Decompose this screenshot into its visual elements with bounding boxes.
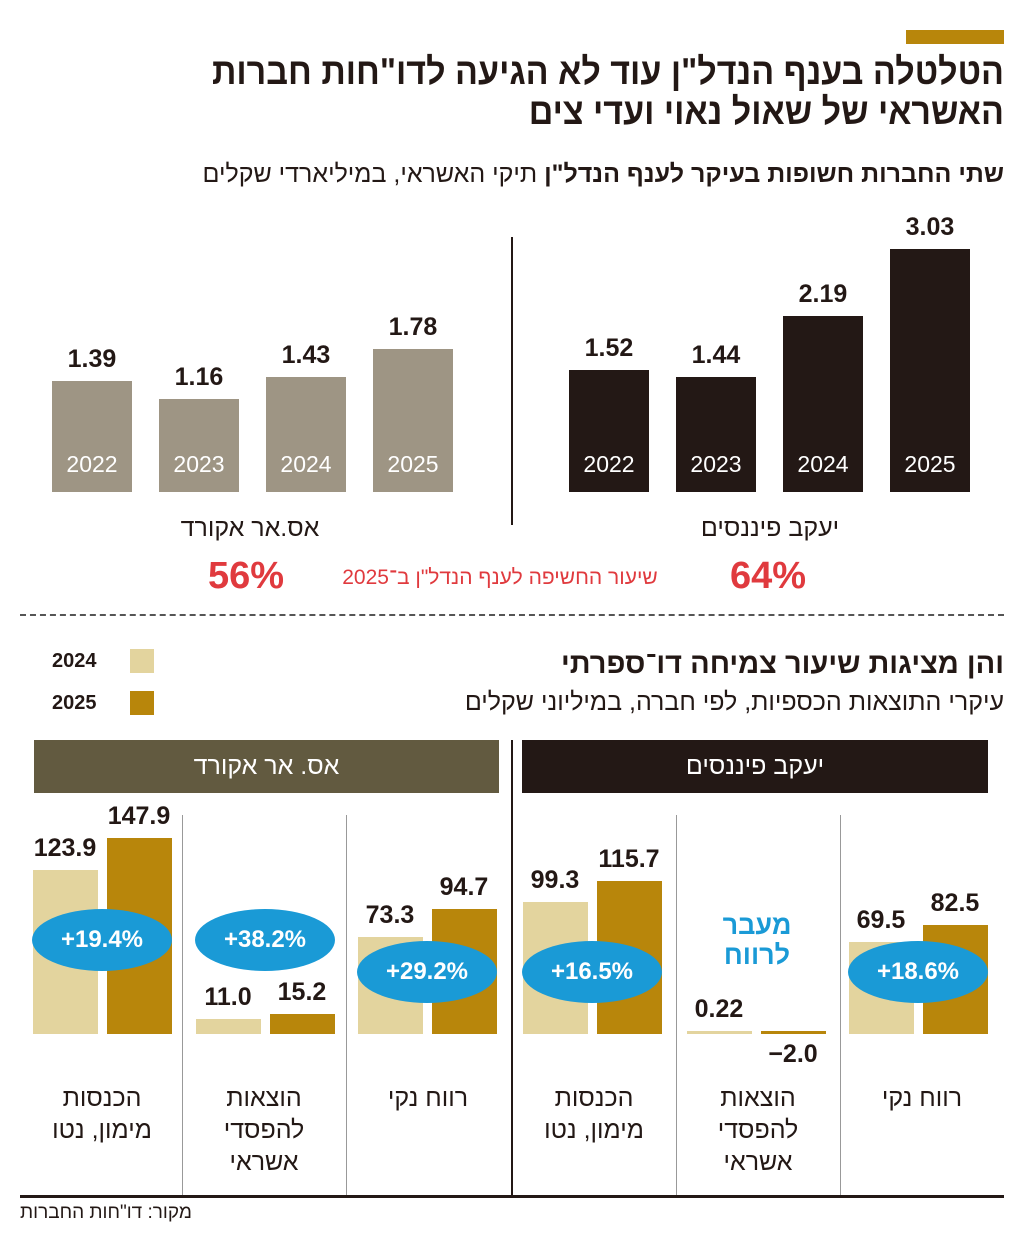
data-label: 1.16 bbox=[174, 362, 224, 391]
data-label: 1.39 bbox=[67, 344, 117, 373]
data-label: 73.3 bbox=[365, 900, 415, 929]
company-label-yaakov: יעקב פיננסים bbox=[700, 514, 840, 542]
tick-label: 2025 bbox=[387, 451, 439, 477]
column-divider bbox=[346, 815, 347, 1196]
header-yaakov: יעקב פיננסים bbox=[522, 740, 988, 793]
tick-label: 2022 bbox=[583, 451, 635, 477]
bar bbox=[373, 349, 453, 492]
data-label: 1.43 bbox=[281, 341, 331, 370]
metric-label: הוצאות להפסדי אשראי bbox=[223, 1084, 305, 1176]
bar bbox=[569, 370, 649, 492]
data-label: 11.0 bbox=[204, 983, 252, 1012]
data-label: 15.2 bbox=[277, 977, 327, 1006]
tick-label: 2023 bbox=[690, 451, 742, 477]
bar bbox=[676, 376, 756, 492]
title-line-2: האשראי של שאול נאוי ועדי צים bbox=[528, 91, 1004, 132]
tick-label: 2025 bbox=[904, 451, 956, 477]
data-label: 115.7 bbox=[598, 844, 660, 873]
change-badge: +29.2% bbox=[357, 941, 497, 1003]
source-note: מקור: דו"חות החברות bbox=[20, 1202, 192, 1223]
data-label: 1.52 bbox=[584, 334, 634, 363]
metric-label: רווח נקי bbox=[881, 1084, 963, 1112]
data-label: 147.9 bbox=[107, 802, 171, 831]
metric-label: רווח נקי bbox=[387, 1084, 469, 1112]
data-label: −2.0 bbox=[768, 1040, 818, 1068]
column-divider bbox=[182, 815, 183, 1196]
bar bbox=[761, 1031, 826, 1034]
data-label: 2.19 bbox=[798, 280, 848, 309]
legend-swatch-2024 bbox=[130, 649, 154, 673]
exposure-label: שיעור החשיפה לענף הנדל"ן ב־2025 bbox=[342, 566, 658, 589]
bar bbox=[159, 398, 239, 492]
data-label: 82.5 bbox=[930, 888, 980, 917]
bar bbox=[783, 316, 863, 492]
column-divider bbox=[840, 815, 841, 1196]
bar bbox=[890, 248, 970, 492]
legend-label-2024: 2024 bbox=[52, 650, 97, 672]
data-label: 99.3 bbox=[530, 866, 580, 895]
data-label: 3.03 bbox=[905, 212, 955, 241]
bar bbox=[52, 380, 132, 492]
bar bbox=[196, 1019, 261, 1034]
tick-label: 2024 bbox=[797, 451, 849, 477]
data-label: 69.5 bbox=[856, 905, 906, 934]
bar bbox=[687, 1031, 752, 1034]
legend-swatch-2025 bbox=[130, 691, 154, 715]
tick-label: 2023 bbox=[173, 451, 225, 477]
top-subtitle-rest: תיקי האשראי, במיליארדי שקלים bbox=[202, 160, 545, 188]
tick-label: 2022 bbox=[66, 451, 118, 477]
data-label: 123.9 bbox=[33, 833, 97, 862]
data-label: 94.7 bbox=[439, 872, 489, 901]
header-sr: אס. אר אקורד bbox=[34, 740, 499, 793]
top-subtitle-bold: שתי החברות חשופות בעיקר לענף הנדל"ן bbox=[544, 160, 1004, 188]
column-divider bbox=[676, 815, 677, 1196]
change-badge: +16.5% bbox=[522, 941, 662, 1003]
top-divider bbox=[511, 237, 513, 525]
change-badge: +38.2% bbox=[195, 909, 335, 971]
title-line-1: הטלטלה בענף הנדל"ן עוד לא הגיעה לדו"חות … bbox=[211, 51, 1005, 92]
bottom-divider bbox=[511, 740, 513, 1196]
top-subtitle: שתי החברות חשופות בעיקר לענף הנדל"ן תיקי… bbox=[203, 160, 1004, 189]
bottom-subtitle: עיקרי התוצאות הכספיות, לפי חברה, במיליונ… bbox=[464, 688, 1004, 716]
note-label: מעבר לרווח bbox=[722, 910, 792, 970]
data-label: 0.22 bbox=[694, 995, 744, 1023]
data-label: 1.44 bbox=[691, 340, 741, 369]
exposure-sr: 56% bbox=[208, 555, 285, 597]
bar bbox=[270, 1013, 335, 1034]
tick-label: 2024 bbox=[280, 451, 332, 477]
metric-label: הוצאות להפסדי אשראי bbox=[717, 1084, 799, 1176]
company-label-sr: אס.אר אקורד bbox=[180, 514, 320, 542]
page-title: הטלטלה בענף הנדל"ן עוד לא הגיעה לדו"חות … bbox=[93, 52, 1004, 132]
data-label: 1.78 bbox=[388, 313, 438, 342]
bar bbox=[266, 377, 346, 492]
legend-label-2025: 2025 bbox=[52, 692, 97, 714]
change-badge: +19.4% bbox=[32, 909, 172, 971]
accent-bar bbox=[906, 30, 1004, 44]
bottom-rule bbox=[20, 1195, 1004, 1198]
metric-label: הכנסות מימון, נטו bbox=[544, 1084, 644, 1144]
exposure-yaakov: 64% bbox=[730, 555, 807, 597]
section-divider bbox=[20, 614, 1004, 616]
metric-label: הכנסות מימון, נטו bbox=[52, 1084, 152, 1144]
change-badge: +18.6% bbox=[848, 941, 988, 1003]
bottom-title: והן מציגות שיעור צמיחה דו־ספרתי bbox=[561, 648, 1004, 680]
